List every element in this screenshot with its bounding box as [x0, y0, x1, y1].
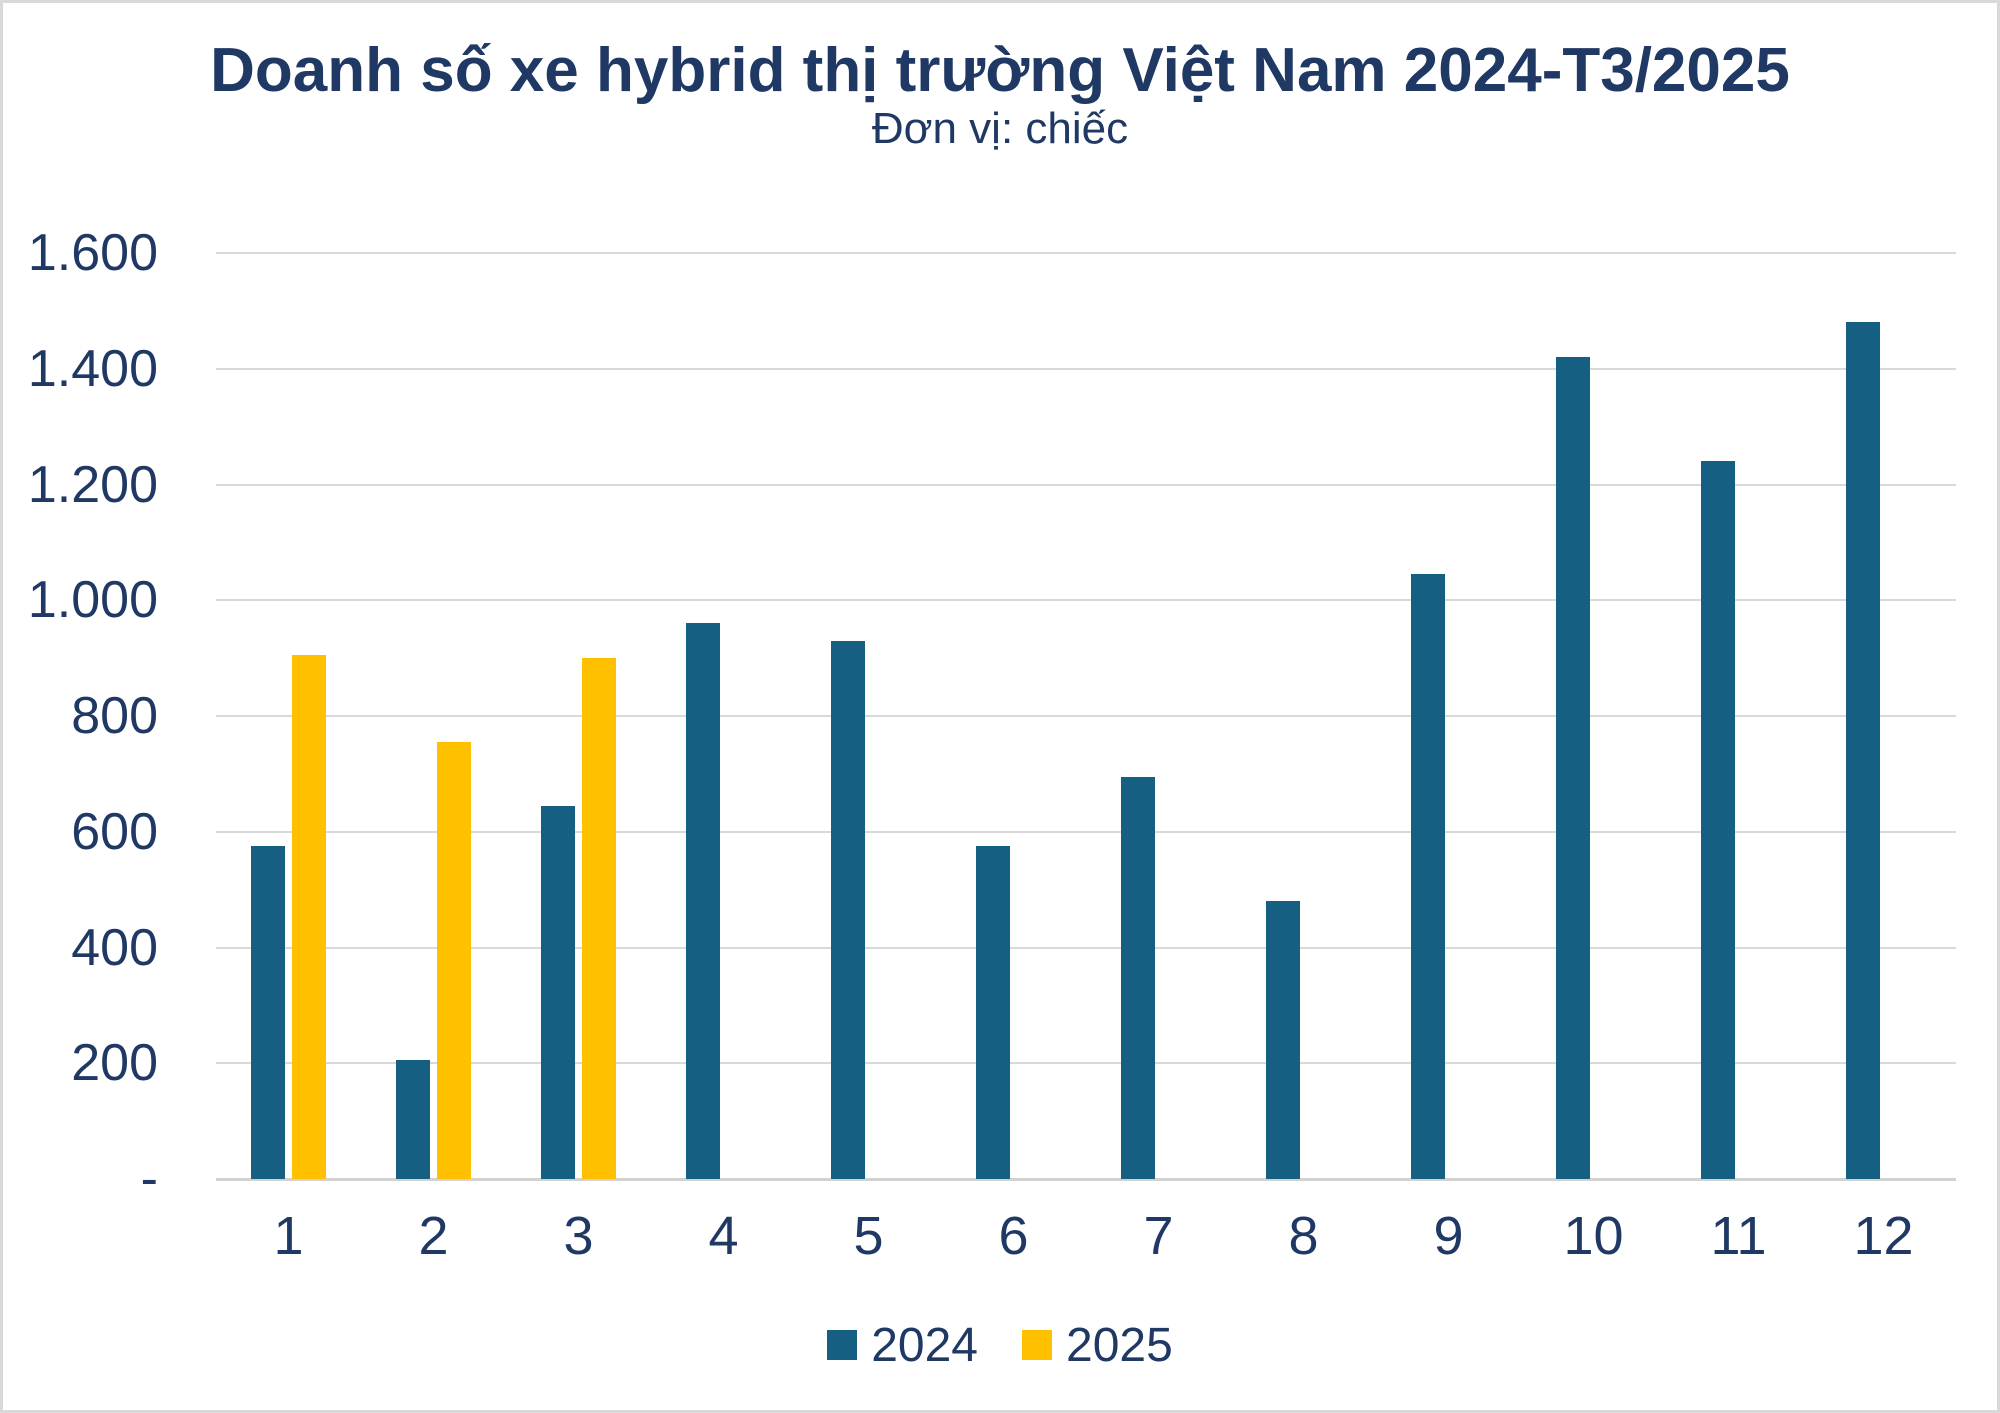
y-axis-tick-label: 1.200: [27, 455, 158, 514]
x-axis-label: 10: [1563, 1206, 1624, 1266]
gridline: [216, 252, 1956, 254]
y-axis-tick-label: 800: [71, 687, 158, 745]
legend-entry-2024: 2024: [827, 1318, 978, 1373]
legend-label: 2025: [1066, 1318, 1173, 1372]
x-axis-label: 2: [418, 1206, 449, 1266]
legend-swatch: [827, 1330, 858, 1360]
y-axis-tick-label: 600: [71, 802, 158, 861]
gridline: [216, 599, 1956, 602]
y-axis-tick-label: 1.600: [27, 224, 158, 282]
gridline: [216, 367, 1956, 370]
legend: 2024 2025: [3, 1315, 1997, 1375]
bar-2024-month-8: [1266, 901, 1300, 1179]
bar-2024-month-6: [976, 846, 1010, 1179]
legend-entry-2025: 2025: [1022, 1318, 1173, 1373]
y-axis-tick-label: 200: [71, 1034, 158, 1093]
bar-2024-month-7: [1121, 776, 1155, 1179]
x-axis-label: 7: [1143, 1206, 1174, 1266]
gridline: [216, 946, 1956, 949]
x-axis-label: 4: [708, 1206, 739, 1266]
gridline: [216, 1062, 1956, 1065]
y-axis-tick-label: 400: [71, 918, 158, 977]
x-axis-label: 3: [563, 1206, 594, 1266]
x-axis-label: 8: [1288, 1206, 1319, 1266]
bar-2024-month-4: [686, 623, 720, 1179]
bar-2024-month-12: [1846, 322, 1880, 1179]
x-axis-label: 6: [998, 1206, 1029, 1266]
x-axis-label: 1: [273, 1206, 304, 1266]
x-axis-label: 5: [853, 1206, 884, 1266]
bar-2024-month-3: [541, 805, 575, 1179]
chart-title: Doanh số xe hybrid thị trường Việt Nam 2…: [210, 35, 1790, 105]
x-axis-label: 9: [1433, 1206, 1464, 1266]
gridline: [216, 715, 1956, 717]
bar-2025-month-2: [437, 742, 471, 1179]
x-axis-line: [216, 1178, 1956, 1181]
x-axis-label: 11: [1710, 1206, 1767, 1266]
legend-label: 2024: [871, 1318, 978, 1372]
bar-2024-month-2: [396, 1060, 430, 1179]
bar-2024-month-10: [1556, 357, 1590, 1179]
bar-2025-month-3: [582, 658, 616, 1179]
gridline: [216, 483, 1956, 486]
legend-swatch: [1022, 1330, 1052, 1360]
y-axis-tick-label: -: [140, 1150, 158, 1208]
y-axis-tick-label: 1.000: [27, 571, 158, 630]
bar-2024-month-11: [1701, 461, 1735, 1179]
bar-2024-month-1: [251, 846, 285, 1179]
x-axis-label: 12: [1853, 1206, 1914, 1266]
y-axis-tick-label: 1.400: [27, 339, 158, 398]
bar-2024-month-9: [1411, 574, 1445, 1179]
gridline: [216, 830, 1956, 833]
bar-2025-month-1: [292, 655, 326, 1179]
chart-subtitle: Đơn vị: chiếc: [871, 104, 1129, 153]
bar-2024-month-5: [831, 640, 865, 1179]
